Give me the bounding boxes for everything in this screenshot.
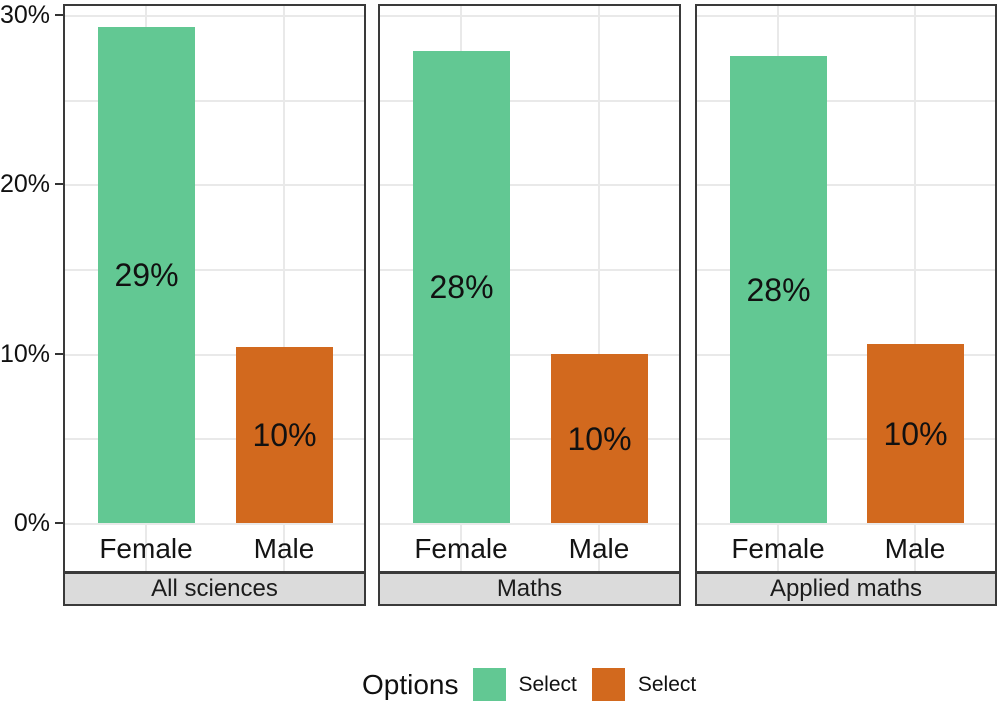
y-tick-label: 20% xyxy=(0,170,51,198)
h-gridline-15pct xyxy=(380,269,679,271)
bar-value-label: 10% xyxy=(883,416,948,452)
facet-strip-label: All sciences xyxy=(63,572,366,606)
facet-panel-2: 28% Female 10% Male xyxy=(378,4,681,573)
x-axis-label-male: Male xyxy=(253,533,315,564)
legend-item-1[interactable]: Select xyxy=(472,668,577,701)
facet-panel-3: 28% Female 10% Male xyxy=(695,4,997,573)
h-gridline-30pct xyxy=(697,15,995,17)
h-gridline-20pct xyxy=(65,184,364,186)
y-tick-label: 10% xyxy=(0,340,51,368)
v-gridline-male xyxy=(598,6,600,571)
h-gridline-5pct xyxy=(65,438,364,440)
h-gridline-15pct xyxy=(697,269,995,271)
h-gridline-15pct xyxy=(65,269,364,271)
bar-male xyxy=(867,344,964,523)
h-gridline-30pct xyxy=(65,15,364,17)
h-gridline-0pct xyxy=(697,523,995,525)
facet-strip-label: Applied maths xyxy=(695,572,997,606)
h-gridline-5pct xyxy=(697,438,995,440)
h-gridline-20pct xyxy=(380,184,679,186)
x-axis-label-female: Female xyxy=(414,533,508,564)
bar-value-label: 28% xyxy=(746,272,811,308)
h-gridline-0pct xyxy=(65,523,364,525)
bar-female xyxy=(98,27,195,523)
x-axis-label-female: Female xyxy=(99,533,193,564)
y-tick-mark xyxy=(55,183,63,185)
legend-item-label: Select xyxy=(637,672,697,696)
h-gridline-30pct xyxy=(380,15,679,17)
legend-item-2[interactable]: Select xyxy=(591,668,697,701)
h-gridline-25pct xyxy=(697,100,995,102)
bar-value-label: 10% xyxy=(252,417,317,453)
h-gridline-25pct xyxy=(65,100,364,102)
y-tick-label: 30% xyxy=(0,1,51,29)
v-gridline-male xyxy=(283,6,285,571)
legend: Options Select Select xyxy=(362,664,711,705)
facet-strip-label: Maths xyxy=(378,572,681,606)
facet-panel-1: 29% Female 10% Male xyxy=(63,4,366,573)
bar-female xyxy=(730,56,827,523)
bar-female xyxy=(413,51,510,523)
bar-value-label: 29% xyxy=(114,257,179,293)
y-tick-mark xyxy=(55,353,63,355)
x-axis-label-female: Female xyxy=(731,533,825,564)
bar-male xyxy=(236,347,333,523)
h-gridline-10pct xyxy=(65,354,364,356)
y-tick-label: 0% xyxy=(13,509,50,537)
legend-items: Select Select xyxy=(472,668,712,701)
legend-swatch-icon xyxy=(472,668,506,701)
x-axis-label-male: Male xyxy=(884,533,946,564)
y-tick-mark xyxy=(55,522,63,524)
bar-value-label: 10% xyxy=(567,421,632,457)
h-gridline-20pct xyxy=(697,184,995,186)
legend-item-label: Select xyxy=(518,672,577,696)
h-gridline-0pct xyxy=(380,523,679,525)
bar-value-label: 28% xyxy=(429,269,494,305)
h-gridline-25pct xyxy=(380,100,679,102)
x-axis-label-male: Male xyxy=(568,533,630,564)
h-gridline-5pct xyxy=(380,438,679,440)
bar-male xyxy=(551,354,648,523)
y-tick-mark xyxy=(55,14,63,16)
h-gridline-10pct xyxy=(380,354,679,356)
legend-title: Options xyxy=(362,668,459,700)
v-gridline-male xyxy=(914,6,916,571)
h-gridline-10pct xyxy=(697,354,995,356)
legend-swatch-icon xyxy=(591,668,625,701)
